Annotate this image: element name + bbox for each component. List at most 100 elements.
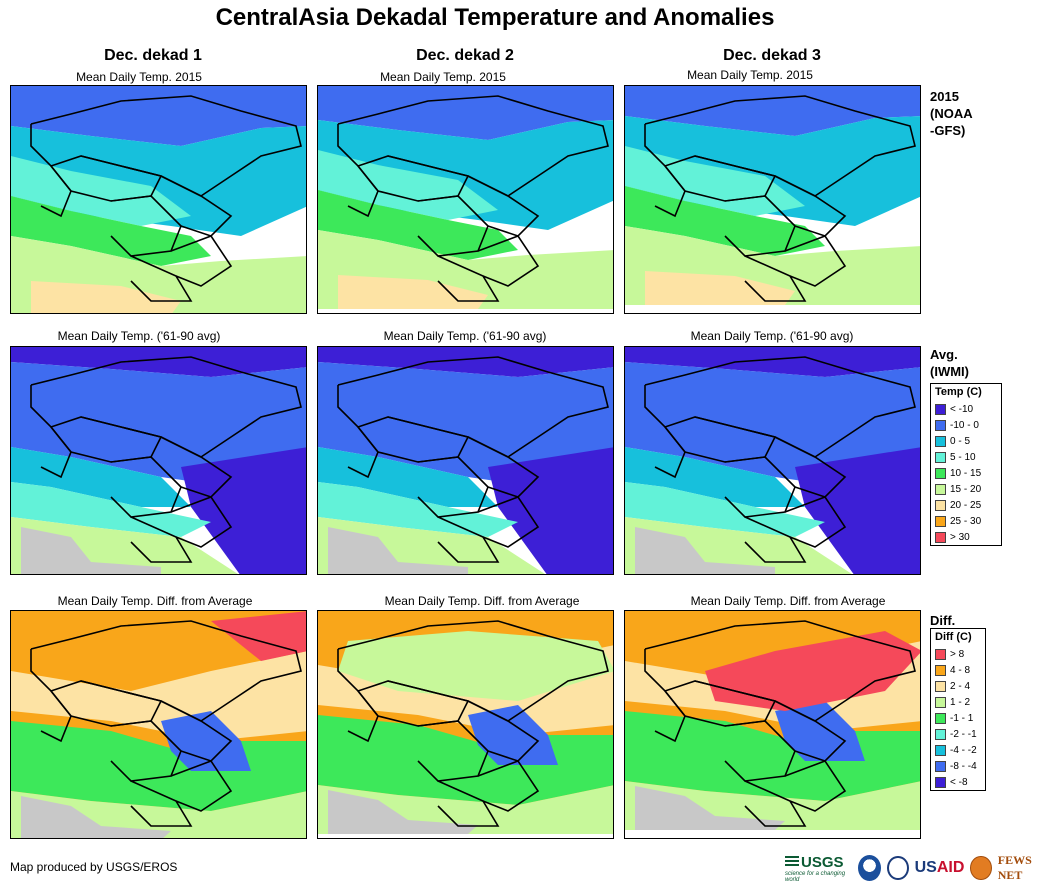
map-current-dekad-3 [624,85,921,314]
diff-legend-swatch [935,664,946,676]
country-border [477,496,540,548]
country-border [130,255,193,302]
country-border [644,620,916,722]
map-average-dekad-2 [317,346,614,575]
map-svg [318,347,613,574]
country-border [744,255,807,302]
country-border [467,436,540,498]
temp-legend-label: 5 - 10 [950,451,976,463]
temperature-zone [338,275,488,309]
column-header-dekad-1: Dec. dekad 1 [104,47,202,64]
temperature-zone [11,447,191,507]
diff-legend: Diff (C) > 8 4 - 8 2 - 4 1 - 2 -1 - 1 -2 - -1… [930,628,986,791]
map-svg [318,611,613,834]
fews-net-logo[interactable]: FEWS NET [997,853,1032,882]
temperature-zone [645,271,795,305]
country-border [724,195,796,257]
country-border [477,235,540,287]
map-svg [625,611,920,830]
temp-legend-item: 20 - 25 [931,497,1001,513]
diff-legend-label: < -8 [950,776,968,788]
panel-title-r2-c2: Mean Daily Temp. ('61-90 avg) [383,329,547,343]
temperature-zone [21,796,171,838]
country-border [467,700,540,762]
diff-legend-label: -8 - -4 [950,760,977,772]
country-border [784,760,847,812]
diff-legend-item: -4 - -2 [931,742,985,758]
temperature-zone [488,447,613,574]
panel-title-r2-c3: Mean Daily Temp. ('61-90 avg) [690,329,854,343]
panel-title-r3-c3: Mean Daily Temp. Diff. from Average [690,594,886,608]
diff-legend-label: 2 - 4 [950,680,971,692]
row-label-current-line-1: 2015 [930,89,959,104]
diff-legend-title: Diff (C) [935,631,972,643]
warm-anomaly-patch [705,631,920,711]
diff-legend-label: -2 - -1 [950,728,977,740]
diff-legend-swatch [935,776,946,788]
usgs-wave-icon [785,856,799,868]
map-diff-dekad-1 [10,610,307,839]
diff-legend-label: -4 - -2 [950,744,977,756]
temp-legend-item: > 30 [931,529,1001,545]
temp-legend-item: 10 - 15 [931,465,1001,481]
panel-title-r1-c1: Mean Daily Temp. 2015 [76,70,202,84]
diff-legend-label: 4 - 8 [950,664,971,676]
country-border [40,426,72,479]
temp-legend-swatch [935,515,946,527]
temp-legend-item: 0 - 5 [931,433,1001,449]
temp-legend-title: Temp (C) [935,386,982,398]
temp-legend-label: -10 - 0 [950,419,979,431]
diff-legend-item: < -8 [931,774,985,790]
diff-legend-item: -2 - -1 [931,726,985,742]
temp-legend-label: 25 - 30 [950,515,982,527]
temperature-zone [11,196,211,266]
temp-legend: Temp (C) < -10 -10 - 0 0 - 5 5 - 10 10 - 15 1… [930,383,1002,546]
country-border [437,516,500,563]
row-label-current-line-2: (NOAA [930,106,973,121]
country-border [784,496,847,548]
country-border [347,690,379,743]
diff-legend-swatch [935,760,946,772]
temp-legend-label: < -10 [950,403,974,415]
panel-title-r3-c1: Mean Daily Temp. Diff. from Average [57,594,253,608]
usgs-tagline: science for a changing world [785,870,846,883]
country-border [347,165,379,218]
warm-anomaly-patch [211,611,306,661]
country-border [774,700,847,762]
usaid-logo[interactable]: USAID [915,859,965,877]
temperature-zone [468,705,558,765]
temperature-zone [318,86,613,140]
temp-legend-item: 15 - 20 [931,481,1001,497]
country-border [110,195,182,257]
row-label-diff-line-1: Diff. [930,613,956,628]
country-border [644,356,916,458]
country-border [110,720,182,782]
diff-legend-label: > 8 [950,648,965,660]
noaa-logo-icon[interactable] [857,855,881,881]
temp-legend-swatch [935,451,946,463]
map-diff-dekad-2 [317,610,614,839]
country-border [40,690,72,743]
temp-legend-label: 20 - 25 [950,499,982,511]
country-border [724,456,796,518]
usgs-logo[interactable]: USGS science for a changing world [785,854,852,883]
temp-legend-label: > 30 [950,531,970,543]
row-label-diff: Diff. [930,612,955,629]
temperature-zone [318,190,518,260]
usaid-logo-us: US [914,859,937,876]
row-label-average-line-1: Avg. [930,347,958,362]
map-svg [625,347,920,574]
country-border [170,235,233,287]
panel-title-r3-c2: Mean Daily Temp. Diff. from Average [384,594,580,608]
map-svg [11,347,306,574]
country-border [160,700,233,762]
temperature-zone [795,447,920,574]
temperature-zone [11,651,306,741]
temperature-zone [625,86,920,136]
map-diff-dekad-3 [624,610,921,839]
country-border [30,620,302,722]
country-border [417,720,489,782]
temp-legend-item: -10 - 0 [931,417,1001,433]
temp-legend-label: 15 - 20 [950,483,982,495]
country-border [774,436,847,498]
